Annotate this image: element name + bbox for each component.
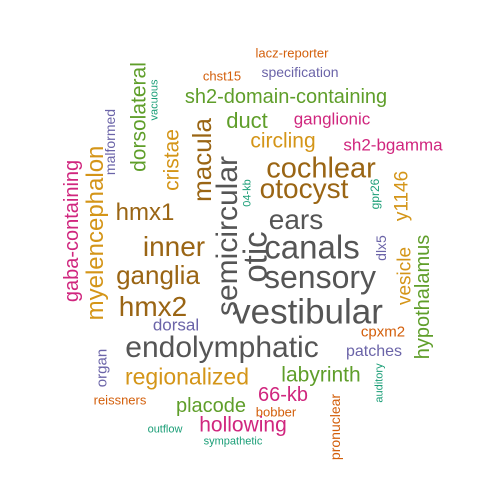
- word-otocyst: otocyst: [259, 173, 349, 204]
- word-cpxm2: cpxm2: [360, 323, 406, 341]
- word-gpr26: gpr26: [368, 178, 382, 210]
- word-circling: circling: [250, 129, 316, 153]
- word-ears: ears: [268, 204, 324, 235]
- word-duct: duct: [226, 108, 268, 133]
- word-gaba-containing: gaba-containing: [61, 159, 83, 303]
- word-reissners: reissners: [93, 392, 147, 408]
- word-04-kb: 04-kb: [241, 179, 254, 207]
- word-sh2-domain-containing: sh2-domain-containing: [184, 86, 388, 108]
- word-organ: organ: [93, 348, 111, 388]
- word-ganglionic: ganglionic: [293, 109, 371, 129]
- word-hmx1: hmx1: [115, 199, 175, 226]
- word-patches: patches: [345, 343, 403, 360]
- word-sympathetic: sympathetic: [203, 435, 263, 448]
- word-cristae: cristae: [160, 129, 184, 191]
- word-regionalized: regionalized: [124, 363, 250, 390]
- word-hypothalamus: hypothalamus: [412, 234, 434, 360]
- word-vestibular: vestibular: [233, 292, 383, 332]
- word-66-kb: 66-kb: [257, 384, 309, 406]
- word-inner: inner: [142, 231, 206, 262]
- word-dlx5: dlx5: [373, 235, 389, 261]
- word-y1146: y1146: [391, 170, 413, 222]
- word-hollowing: hollowing: [199, 413, 287, 437]
- word-specification: specification: [261, 64, 339, 80]
- word-bobber: bobber: [255, 404, 297, 420]
- word-sh2-bgamma: sh2-bgamma: [343, 135, 443, 155]
- word-placode: placode: [175, 395, 247, 417]
- word-auditory: auditory: [373, 363, 386, 403]
- word-vacuous: vacuous: [148, 79, 161, 121]
- word-pronuclear: pronuclear: [327, 393, 343, 461]
- word-dorsal: dorsal: [152, 315, 200, 335]
- word-dorsolateral: dorsolateral: [127, 62, 151, 172]
- word-sensory: sensory: [263, 259, 377, 295]
- word-lacz-reporter: lacz-reporter: [255, 45, 329, 61]
- word-outflow: outflow: [147, 423, 183, 436]
- word-canals: canals: [264, 228, 360, 266]
- word-hmx2: hmx2: [118, 291, 188, 322]
- word-ganglia: ganglia: [116, 260, 200, 290]
- word-labyrinth: labyrinth: [281, 363, 361, 387]
- word-cochlear: cochlear: [266, 152, 376, 185]
- word-myelencephalon: myelencephalon: [82, 145, 109, 321]
- word-endolymphatic: endolymphatic: [125, 331, 319, 364]
- word-chst15: chst15: [202, 68, 242, 84]
